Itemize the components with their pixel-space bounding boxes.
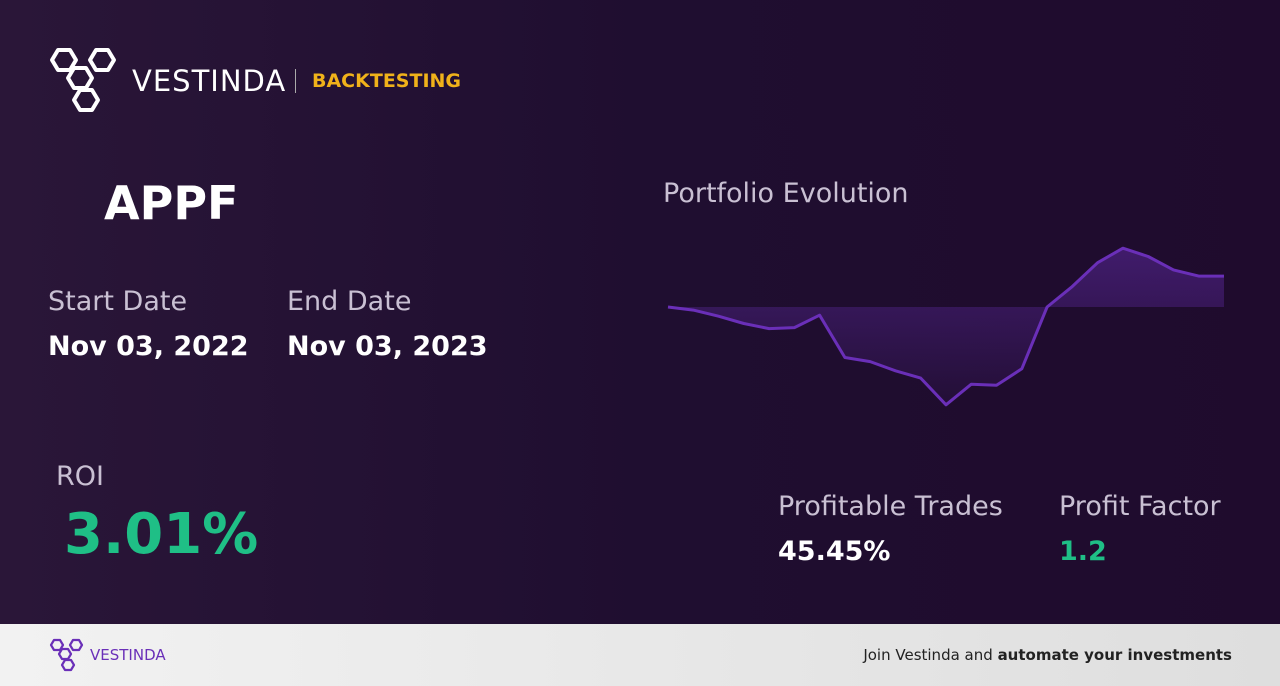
- start-date: Nov 03, 2022: [48, 331, 249, 362]
- footer: VESTINDA Join Vestinda and automate your…: [0, 624, 1280, 686]
- line: [667, 246, 1224, 407]
- logo-icon: [50, 48, 116, 112]
- ticker: APPF: [104, 176, 239, 230]
- profit-factor: 1.2: [1059, 536, 1107, 567]
- chart-title: Portfolio Evolution: [663, 178, 909, 209]
- footer-cta-bold: automate your investments: [997, 646, 1232, 664]
- profitable-trades: 45.45%: [778, 536, 891, 567]
- divider: [295, 69, 296, 93]
- footer-cta: Join Vestinda and: [863, 646, 993, 664]
- footer-brand: VESTINDA: [90, 646, 166, 664]
- profit-factor-label: Profit Factor: [1059, 491, 1221, 522]
- end-date: Nov 03, 2023: [287, 331, 488, 362]
- area: [668, 248, 1224, 405]
- brand-name: VESTINDA: [132, 64, 287, 98]
- roi-label: ROI: [56, 461, 104, 492]
- chart: [667, 246, 1224, 407]
- profitable-trades-label: Profitable Trades: [778, 491, 1003, 522]
- footer-logo: [49, 638, 84, 672]
- roi-value: 3.01%: [64, 502, 259, 567]
- end-date-label: End Date: [287, 286, 412, 317]
- start-date-label: Start Date: [48, 286, 188, 317]
- section-label: BACKTESTING: [312, 70, 462, 92]
- footer-text: Join Vestinda and automate your investme…: [863, 646, 1232, 664]
